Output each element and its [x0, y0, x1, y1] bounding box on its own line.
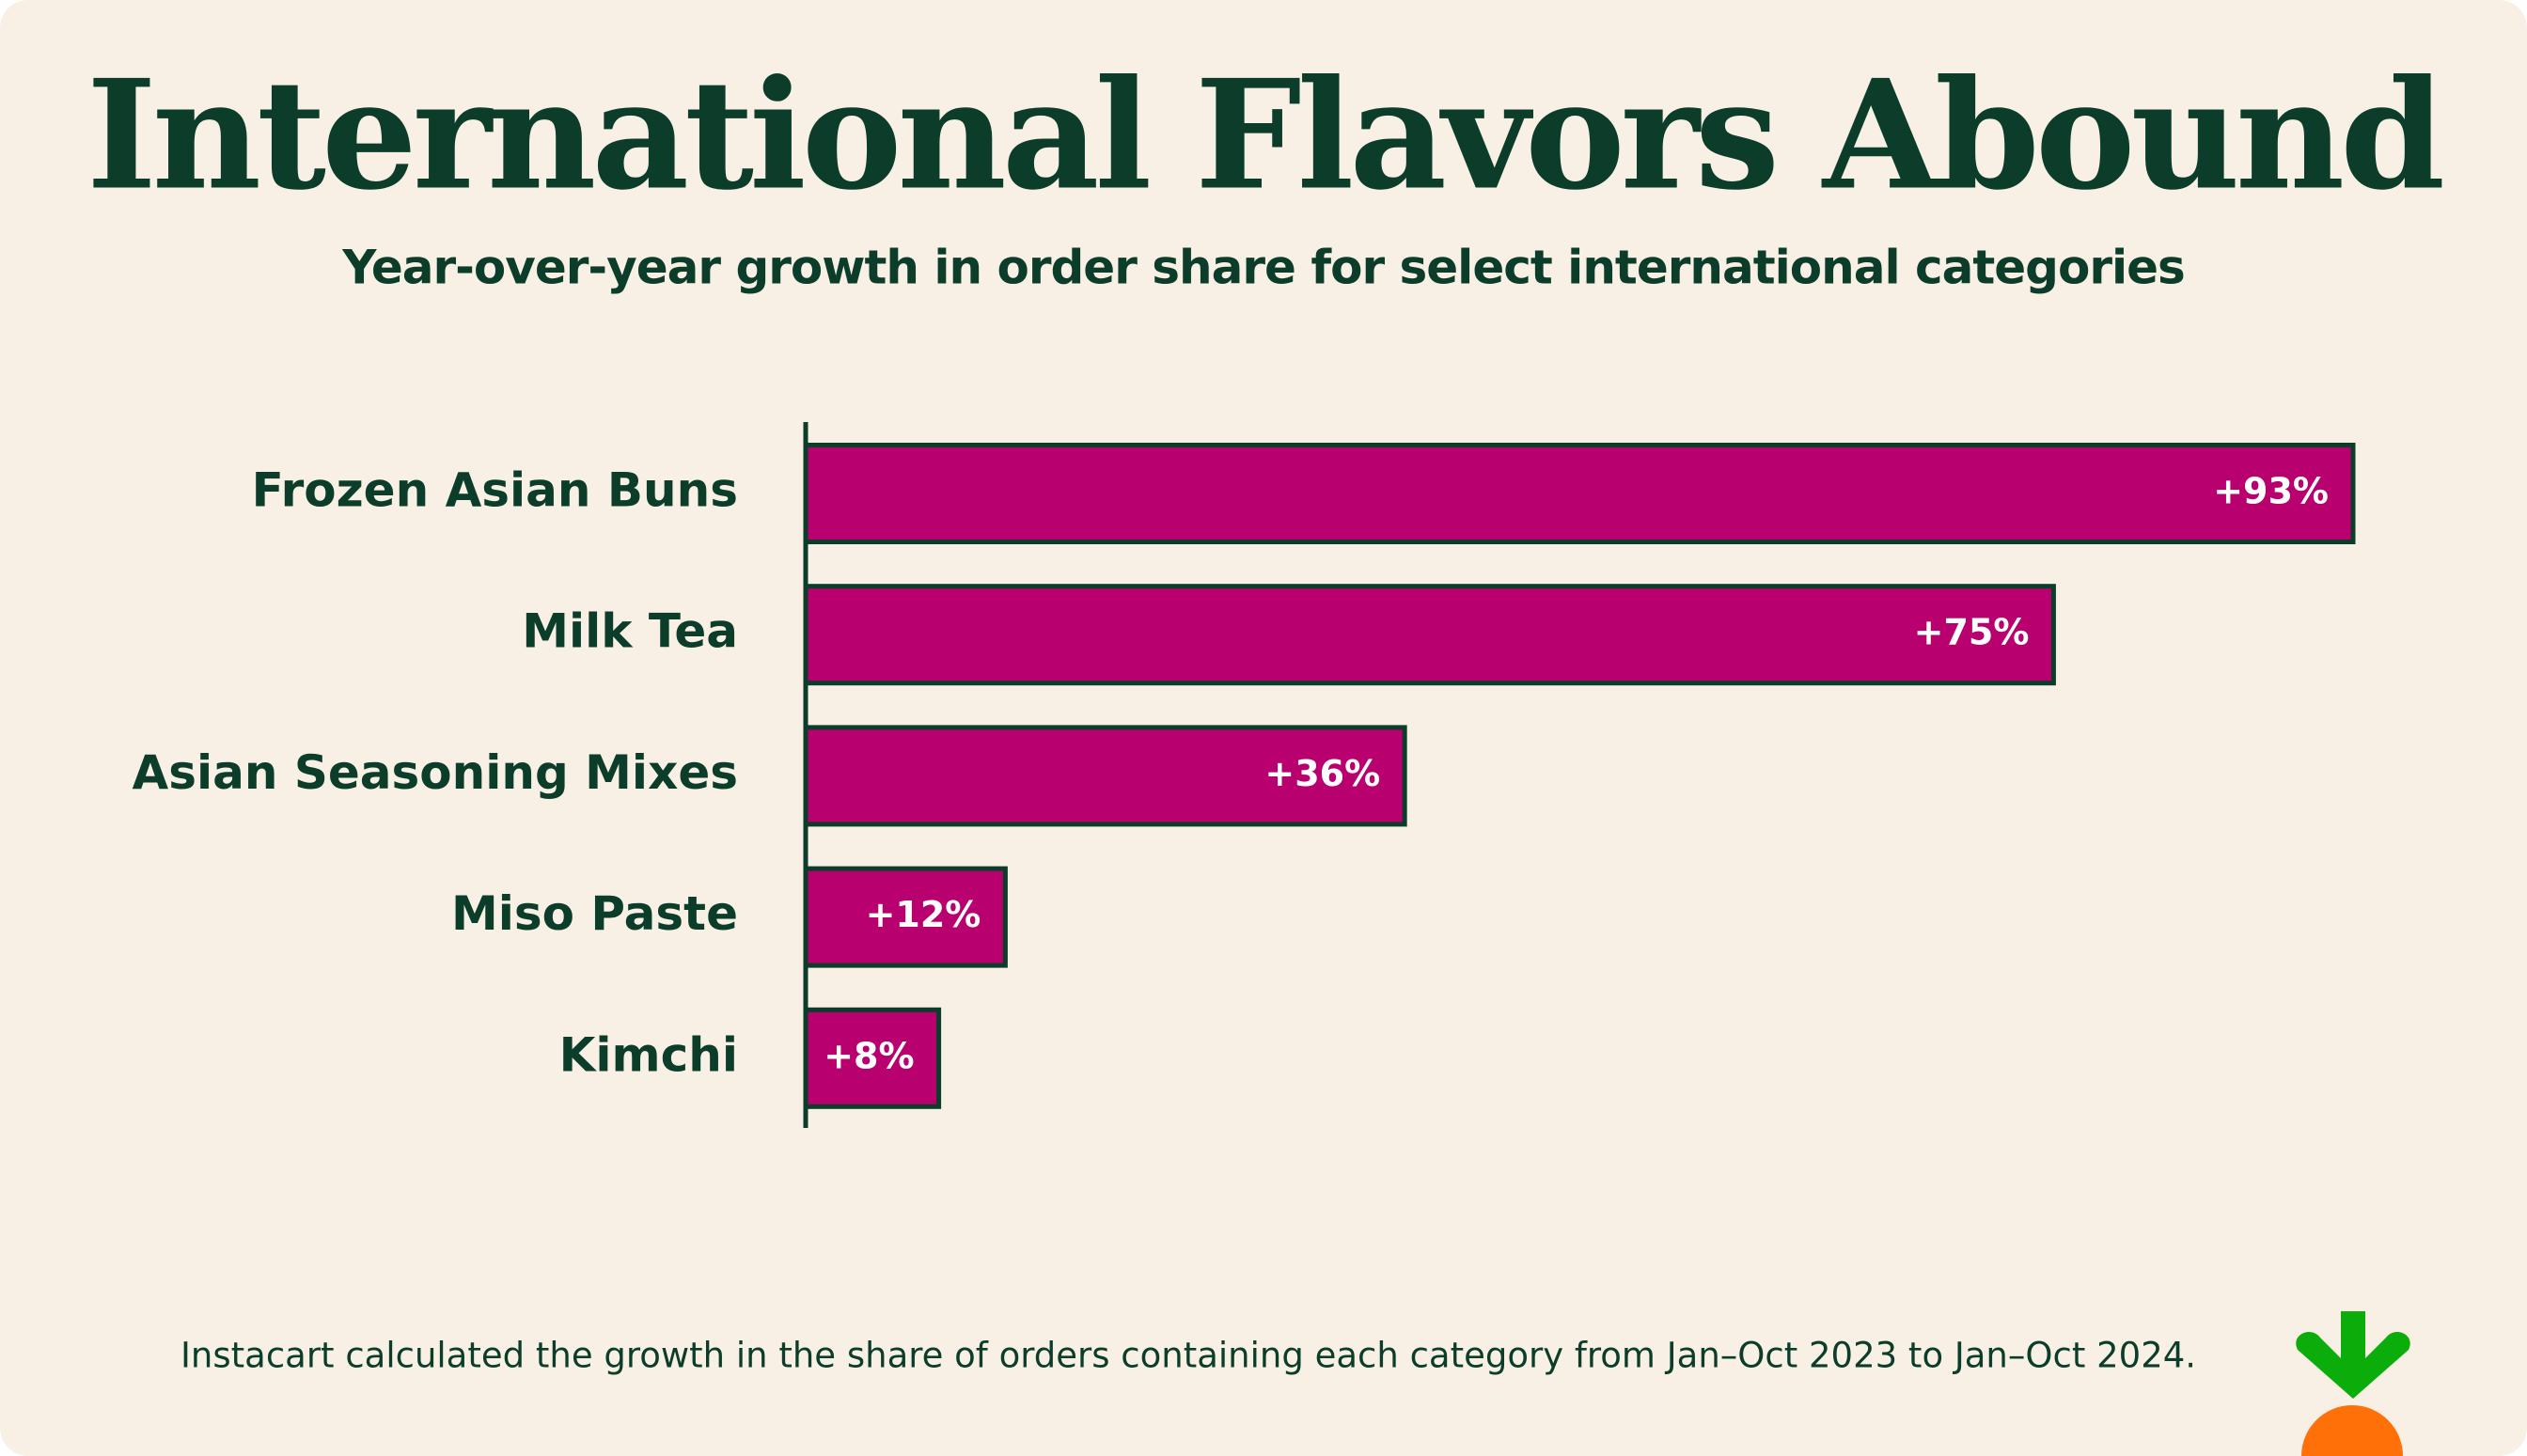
bar [803, 584, 2056, 686]
category-label: Miso Paste [451, 886, 738, 941]
value-label: +75% [1914, 612, 2030, 653]
category-label: Kimchi [559, 1027, 738, 1082]
category-label: Frozen Asian Buns [252, 463, 738, 518]
category-label: Milk Tea [522, 604, 738, 659]
chart-title: International Flavors Abound [86, 47, 2442, 224]
footnote: Instacart calculated the growth in the s… [180, 1336, 2196, 1376]
bar [803, 866, 1008, 968]
logo [2296, 1311, 2410, 1456]
value-label: +36% [1264, 753, 1380, 794]
value-label: +12% [866, 894, 981, 935]
logo-carrot [2301, 1405, 2403, 1456]
bar [803, 1007, 942, 1109]
value-label: +93% [2213, 471, 2329, 512]
bar [803, 443, 2356, 544]
logo-leaves [2296, 1311, 2410, 1399]
category-label: Asian Seasoning Mixes [133, 745, 738, 800]
chart-subtitle: Year-over-year growth in order share for… [341, 241, 2185, 295]
value-label: +8% [824, 1035, 914, 1076]
bar [803, 725, 1407, 827]
